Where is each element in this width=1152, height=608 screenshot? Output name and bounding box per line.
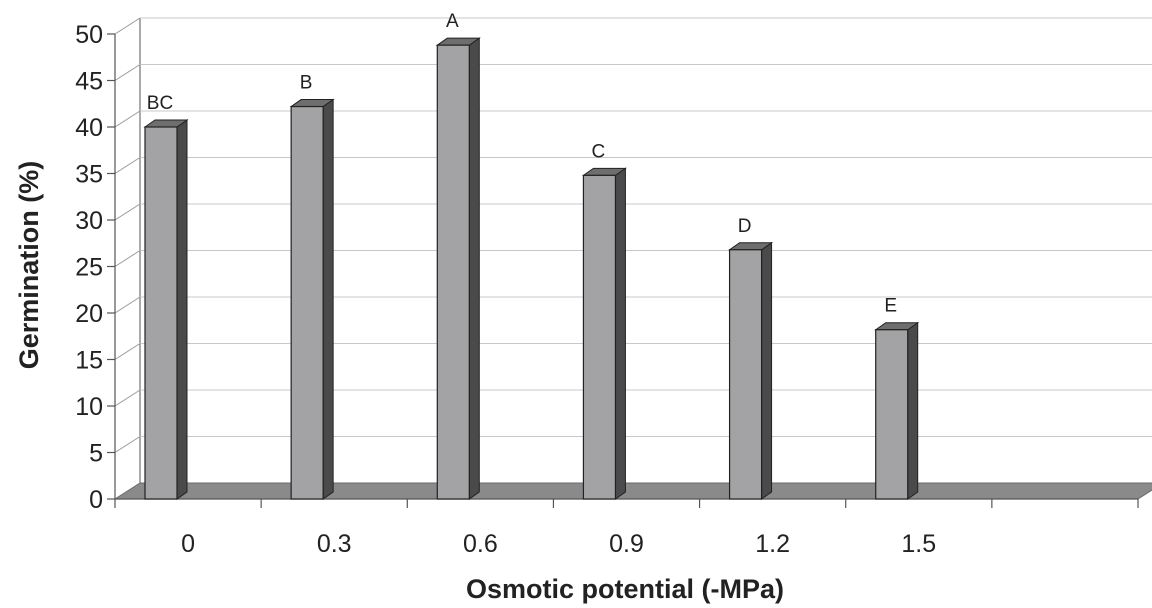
x-tick-label: 0 xyxy=(181,530,195,558)
bar xyxy=(727,241,774,500)
bar xyxy=(581,167,628,500)
bar-front xyxy=(582,174,617,500)
y-axis: 0 5 10 15 20 25 30 35 40 45 50 xyxy=(75,21,116,514)
y-tick-label: 0 xyxy=(89,486,103,514)
chart-floor xyxy=(113,482,1152,500)
bar-side xyxy=(176,119,188,500)
bar-data-label: D xyxy=(738,216,752,237)
bar-data-label: BC xyxy=(147,93,173,114)
bar-data-label: E xyxy=(884,296,897,317)
bar-data-label: A xyxy=(446,11,459,32)
y-tick-label: 25 xyxy=(75,254,103,282)
y-axis-title: Germination (%) xyxy=(14,161,44,370)
y-tick-label: 15 xyxy=(75,347,103,375)
gridline-diagonal xyxy=(114,110,141,128)
y-tick-label: 5 xyxy=(89,440,103,468)
x-axis: 0 0.3 0.6 0.9 1.2 1.5 xyxy=(114,498,1139,558)
gridline-diagonal xyxy=(114,343,141,360)
bar xyxy=(289,98,335,500)
gridline-diagonal xyxy=(114,296,141,314)
bar-labels: BC B A C D E xyxy=(147,11,897,317)
gridline-diagonal xyxy=(114,157,141,174)
bar-side xyxy=(614,167,626,500)
gridline-diagonal xyxy=(114,17,141,35)
gridline-diagonal xyxy=(114,250,141,267)
gridline-diagonal xyxy=(114,436,141,453)
bar-front xyxy=(875,329,909,500)
bars xyxy=(143,37,920,500)
x-tick-label: 0.9 xyxy=(609,530,644,558)
floor-plane xyxy=(113,482,1152,500)
bar xyxy=(435,37,481,500)
gridlines xyxy=(114,17,1152,453)
bar xyxy=(874,321,920,500)
x-tick-label: 0.6 xyxy=(463,530,498,558)
bar-data-label: B xyxy=(300,73,313,94)
bar-side xyxy=(761,241,773,500)
bar-front xyxy=(290,105,324,500)
y-tick-label: 30 xyxy=(75,207,103,235)
bar-front xyxy=(436,44,470,500)
x-tick-label: 1.5 xyxy=(901,530,936,558)
gridline-diagonal xyxy=(114,203,141,221)
gridline-diagonal xyxy=(114,389,141,407)
bar-side xyxy=(468,37,480,500)
gridline-diagonal xyxy=(114,64,141,81)
x-tick-label: 1.2 xyxy=(755,530,790,558)
bar-front xyxy=(144,126,178,500)
y-tick-label: 40 xyxy=(75,114,103,142)
bar-data-label: C xyxy=(592,141,606,162)
y-tick-label: 20 xyxy=(75,300,103,328)
bar-side xyxy=(322,98,334,500)
y-tick-label: 45 xyxy=(75,68,103,96)
y-tick-label: 35 xyxy=(75,161,103,189)
y-tick-label: 50 xyxy=(75,21,103,49)
y-tick-label: 10 xyxy=(75,393,103,421)
bar-side xyxy=(907,321,919,500)
x-axis-title: Osmotic potential (-MPa) xyxy=(466,574,784,604)
x-tick-label: 0.3 xyxy=(317,530,352,558)
bar xyxy=(143,119,189,500)
bar-front xyxy=(728,249,763,500)
